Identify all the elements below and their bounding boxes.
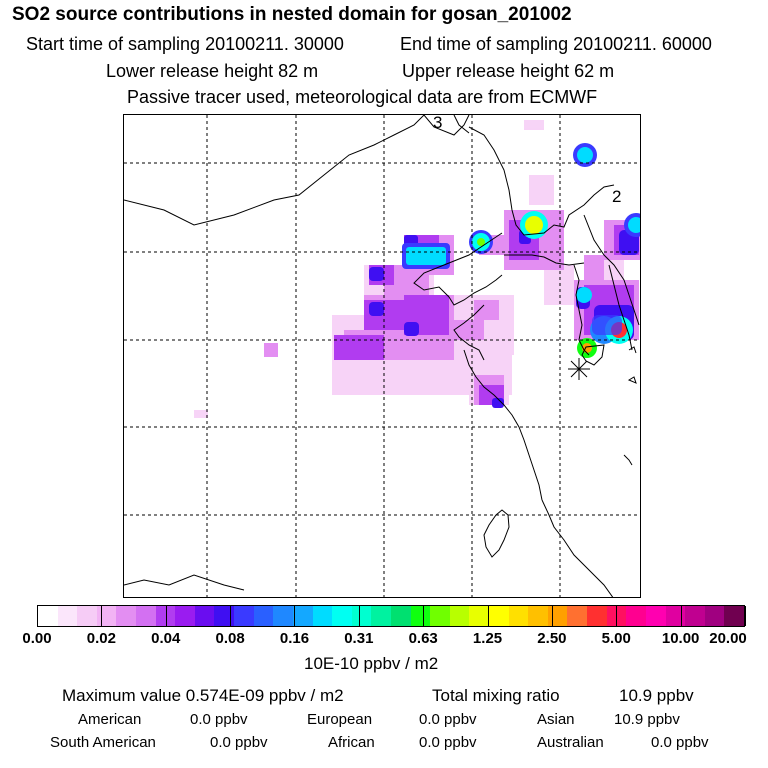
- total-mixing-label: Total mixing ratio: [432, 686, 560, 705]
- region-name: American: [78, 711, 142, 728]
- colorbar-unit: 10E-10 ppbv / m2: [304, 654, 439, 673]
- colorbar-tick-label: 0.04: [151, 630, 181, 647]
- end-time: End time of sampling 20100211. 60000: [400, 34, 712, 54]
- colorbar-segment: [410, 606, 431, 626]
- colorbar-segment: [214, 606, 235, 626]
- region-value: 0.0 ppbv: [210, 734, 268, 751]
- map-annotation-3: 3: [433, 115, 442, 132]
- colorbar-tick-label: 0.08: [215, 630, 245, 647]
- colorbar-segment: [273, 606, 293, 626]
- colorbar-segment: [626, 606, 646, 626]
- tracer-note: Passive tracer used, meteorological data…: [127, 87, 598, 107]
- colorbar-segment: [645, 606, 666, 626]
- region-name: European: [307, 711, 373, 728]
- colorbar-segment: [449, 606, 470, 626]
- colorbar-segment: [724, 606, 744, 626]
- colorbar-segment: [430, 606, 450, 626]
- colorbar: [37, 605, 745, 627]
- map-panel: 3 2: [123, 114, 641, 598]
- colorbar-segment: [567, 606, 588, 626]
- colorbar-tick: [745, 606, 746, 626]
- colorbar-tick-label: 0.02: [86, 630, 116, 647]
- colorbar-tick-label: 5.00: [601, 630, 631, 647]
- colorbar-segment: [665, 606, 686, 626]
- max-value: Maximum value 0.574E-09 ppbv / m2: [62, 686, 344, 705]
- map-plot: 3 2: [124, 115, 640, 597]
- colorbar-tick-label: 20.00: [709, 630, 747, 647]
- lower-release-height: Lower release height 82 m: [106, 61, 319, 81]
- colorbar-segment: [194, 606, 215, 626]
- colorbar-segment: [136, 606, 156, 626]
- colorbar-segment: [57, 606, 78, 626]
- colorbar-segment: [371, 606, 391, 626]
- map-annotation-2: 2: [612, 187, 621, 206]
- colorbar-segment: [116, 606, 137, 626]
- colorbar-segment: [547, 606, 568, 626]
- total-mixing-value: 10.9 ppbv: [619, 686, 694, 705]
- colorbar-tick-label: 0.16: [279, 630, 310, 647]
- colorbar-segment: [312, 606, 333, 626]
- colorbar-tick-label: 0.31: [344, 630, 374, 647]
- colorbar-segment: [685, 606, 705, 626]
- region-name: South American: [50, 734, 156, 751]
- region-value: 0.0 ppbv: [651, 734, 709, 751]
- chart-title: SO2 source contributions in nested domai…: [12, 4, 572, 25]
- grid-lines: [124, 115, 640, 597]
- region-name: Asian: [537, 711, 575, 728]
- colorbar-segment: [253, 606, 274, 626]
- receptor-marker-icon: [568, 358, 590, 380]
- colorbar-tick-label: 0.63: [408, 630, 438, 647]
- colorbar-segment: [351, 606, 372, 626]
- coastlines: [124, 115, 640, 597]
- colorbar-segment: [587, 606, 607, 626]
- colorbar-tick-label: 10.00: [661, 630, 700, 647]
- colorbar-segment: [292, 606, 313, 626]
- colorbar-segment: [96, 606, 117, 626]
- colorbar-tick-label: 2.50: [537, 630, 567, 647]
- colorbar-segment: [234, 606, 254, 626]
- upper-release-height: Upper release height 62 m: [402, 61, 615, 81]
- colorbar-tick-label: 0.00: [22, 630, 52, 647]
- colorbar-segment: [508, 606, 529, 626]
- colorbar-tick-label: 1.25: [472, 630, 503, 647]
- region-value: 0.0 ppbv: [190, 711, 248, 728]
- colorbar-segment: [38, 606, 58, 626]
- start-time: Start time of sampling 20100211. 30000: [26, 34, 344, 54]
- source-field: [194, 120, 640, 418]
- colorbar-segment: [704, 606, 725, 626]
- colorbar-segment: [175, 606, 195, 626]
- colorbar-segment: [469, 606, 490, 626]
- colorbar-segment: [332, 606, 352, 626]
- region-value: 0.0 ppbv: [419, 711, 477, 728]
- colorbar-segment: [390, 606, 411, 626]
- colorbar-segment: [77, 606, 97, 626]
- colorbar-segment: [528, 606, 548, 626]
- region-value: 0.0 ppbv: [419, 734, 477, 751]
- colorbar-segment: [489, 606, 509, 626]
- region-value: 10.9 ppbv: [614, 711, 680, 728]
- colorbar-segment: [606, 606, 627, 626]
- region-name: African: [328, 734, 375, 751]
- region-name: Australian: [537, 734, 604, 751]
- colorbar-segment: [155, 606, 176, 626]
